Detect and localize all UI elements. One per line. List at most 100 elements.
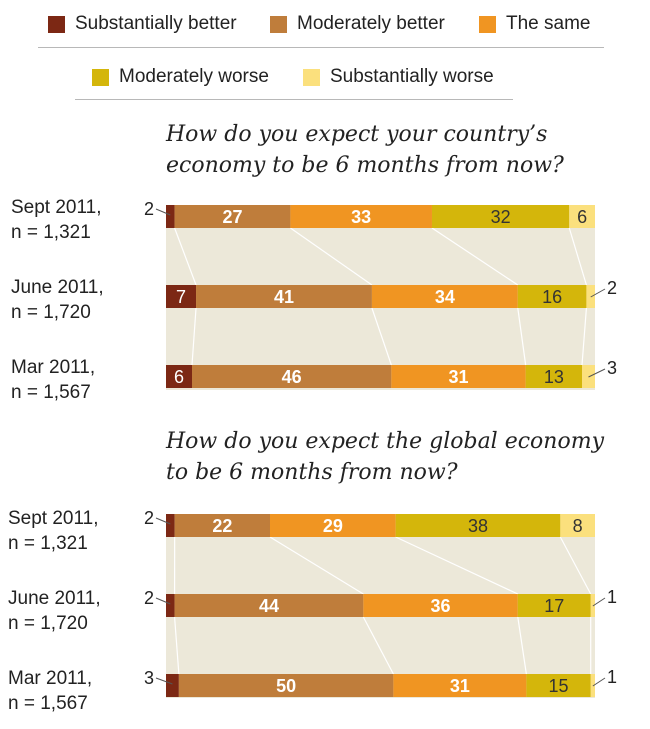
data-label: 29 [323,516,343,536]
connector-line [269,536,364,595]
bar-segment [525,365,582,388]
data-label: 17 [544,596,564,616]
data-label: 34 [435,287,455,307]
bar-segment [178,674,394,697]
connector-line [517,307,527,366]
connector-line [568,227,587,286]
legend-divider [75,99,513,100]
connector-line [174,227,197,286]
data-label: 1 [607,667,617,687]
data-label: 1 [607,587,617,607]
bar-segment [363,594,518,617]
bar-segment [192,365,392,388]
row-label-date: Mar 2011, [8,668,93,689]
chart-title-line: How do you expect the global economy [166,429,605,454]
row-label-date: June 2011, [8,588,101,609]
bar-segment [391,365,526,388]
row-label: June 2011, n = 1,720 [11,275,104,325]
row-label-sample: n = 1,567 [8,693,88,714]
leader-line [155,597,171,605]
legend-swatch [270,15,287,33]
chart-title: How do you expect your country’s economy… [166,119,564,181]
leader-line [155,517,171,525]
bar-segment [569,205,595,228]
connector-line [581,307,588,366]
row-label-sample: n = 1,720 [11,302,91,323]
data-label: 7 [176,287,186,307]
legend-swatch [479,15,496,33]
bar-segment [270,514,396,537]
row-label-date: Sept 2011, [8,508,99,529]
data-label: 15 [549,676,569,696]
legend-label: Substantially better [75,13,237,34]
connector-line [431,227,519,286]
row-label-sample: n = 1,720 [8,613,88,634]
data-label: 44 [259,596,279,616]
legend-label: Substantially worse [330,66,494,87]
leader-line [592,597,606,607]
data-label: 2 [607,278,617,298]
bar-segment [174,514,270,537]
data-label: 6 [577,207,587,227]
leader-line [590,288,606,298]
bar-segment [166,365,192,388]
chart-plot-1: 2 27 33 32 6 7 41 34 16 2 6 46 31 13 3 [144,199,617,390]
legend-item-moderately-worse: Moderately worse [92,66,269,88]
row-label: June 2011, n = 1,720 [8,586,101,636]
connector-line [290,227,373,286]
data-label: 3 [144,668,154,688]
data-label: 3 [607,358,617,378]
data-label: 33 [351,207,371,227]
connector-line [517,616,527,675]
bar-segment [196,285,372,308]
chart-title-line: How do you expect your country’s [166,122,548,147]
legend-swatch [92,68,109,86]
row-label-date: Mar 2011, [11,357,96,378]
data-label: 2 [144,588,154,608]
bar-segment [393,674,527,697]
legend-label: Moderately worse [119,66,269,87]
connector-line [371,307,392,366]
row-label: Sept 2011, n = 1,321 [11,195,102,245]
data-label: 13 [544,367,564,387]
data-label: 2 [144,508,154,528]
legend-item-substantially-better: Substantially better [48,13,237,35]
row-label: Mar 2011, n = 1,567 [8,666,92,716]
bar-segment [371,285,518,308]
row-label-sample: n = 1,567 [11,382,91,403]
bar-segment [290,205,432,228]
legend-label: The same [506,13,591,34]
connector-line [191,307,197,366]
data-label: 31 [450,676,470,696]
bar-segment [166,285,197,308]
legend-item-the-same: The same [479,13,590,35]
bar-segment [560,514,595,537]
data-label: 8 [573,516,583,536]
data-label: 36 [431,596,451,616]
data-label: 41 [274,287,294,307]
legend-label: Moderately better [297,13,445,34]
connector-line [395,536,519,595]
row-label-sample: n = 1,321 [11,222,91,243]
leader-line [155,677,173,685]
data-label: 2 [144,199,154,219]
row-label: Mar 2011, n = 1,567 [11,355,95,405]
data-label: 38 [468,516,488,536]
leader-line [588,368,606,378]
bar-segment [431,205,570,228]
leader-line [155,208,171,216]
legend-item-substantially-worse: Substantially worse [303,66,494,88]
legend-swatch [48,15,65,33]
legend-swatch [303,68,320,86]
bar-segment [166,674,179,697]
connector-line [362,616,394,675]
data-label: 31 [448,367,468,387]
data-label: 46 [282,367,302,387]
bar-segment [174,205,291,228]
row-label-date: June 2011, [11,277,104,298]
row-label: Sept 2011, n = 1,321 [8,506,99,556]
chart-title: How do you expect the global economy to … [166,426,604,488]
row-label-date: Sept 2011, [11,197,102,218]
chart-title-line: economy to be 6 months from now? [166,153,564,178]
